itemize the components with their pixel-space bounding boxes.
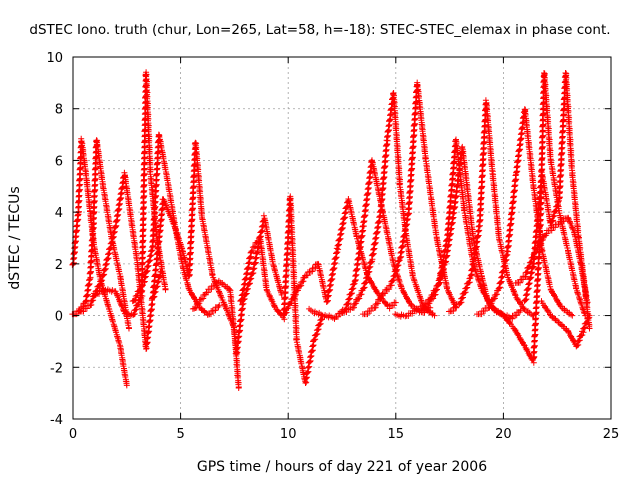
data-pass-markers xyxy=(69,137,132,332)
plot-frame xyxy=(72,56,612,420)
x-tick-label: 10 xyxy=(280,427,297,442)
y-tick-label: 6 xyxy=(55,154,63,169)
data-pass-markers xyxy=(90,69,169,319)
y-tick-label: 0 xyxy=(55,310,63,325)
chart-title: dSTEC Iono. truth (chur, Lon=265, Lat=58… xyxy=(29,22,610,38)
x-tick-label: 15 xyxy=(388,427,405,442)
data-pass-markers xyxy=(280,196,399,318)
y-tick-label: -4 xyxy=(50,413,63,428)
data-pass-markers xyxy=(512,214,591,306)
x-axis-label: GPS time / hours of day 221 of year 2006 xyxy=(197,459,487,475)
y-axis-label: dSTEC / TECUs xyxy=(7,186,23,289)
x-tick-label: 20 xyxy=(495,427,512,442)
data-pass-markers xyxy=(189,212,285,357)
data-pass-markers xyxy=(538,298,593,350)
x-tick-label: 5 xyxy=(176,427,184,442)
x-tick-labels: 0 5 10 15 20 25 xyxy=(69,427,619,442)
data-points xyxy=(69,69,593,391)
y-tick-label: 4 xyxy=(55,206,63,221)
y-tick-label: 8 xyxy=(55,103,63,118)
data-pass-markers xyxy=(499,70,589,366)
data-pass-markers xyxy=(359,79,460,318)
y-tick-labels: -4 -2 0 2 4 6 8 10 xyxy=(46,51,63,428)
data-pass-markers xyxy=(69,135,130,389)
data-pass-markers xyxy=(446,97,537,319)
x-tick-label: 25 xyxy=(603,427,620,442)
data-pass-markers xyxy=(521,70,593,332)
data-pass-markers xyxy=(338,90,438,319)
x-tick-label: 0 xyxy=(69,427,77,442)
y-tick-label: 10 xyxy=(46,51,63,66)
axis-ticks xyxy=(72,56,612,420)
y-tick-label: 2 xyxy=(55,258,63,273)
data-pass-markers xyxy=(237,193,326,386)
y-tick-label: -2 xyxy=(50,361,63,376)
data-pass-markers xyxy=(129,131,223,318)
